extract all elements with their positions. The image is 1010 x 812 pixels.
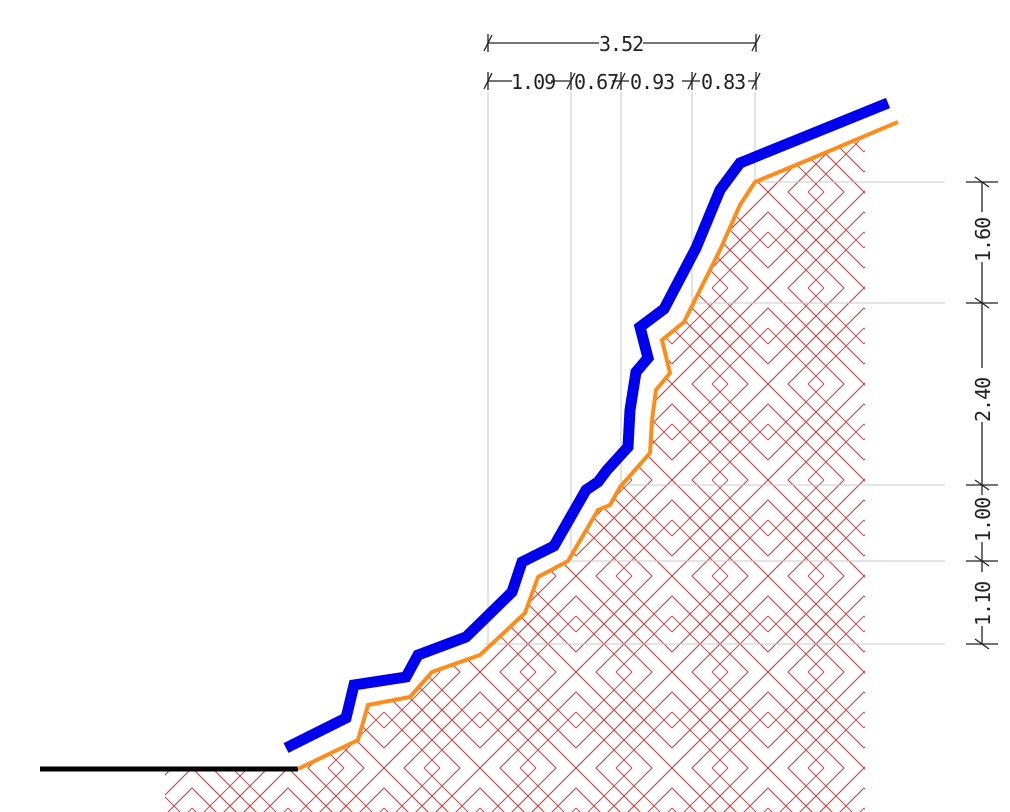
secondary-profile-line <box>297 120 899 771</box>
dimension-vert-2-label: 2.40 <box>971 378 995 422</box>
dimension-vertical-chain <box>966 176 998 650</box>
dimension-seg-1-label: 1.09 <box>511 70 555 94</box>
dimension-horizontal-segments <box>483 72 761 90</box>
dimension-vert-1-label: 1.60 <box>971 218 995 262</box>
vertical-reference-lines <box>487 92 756 644</box>
dimension-seg-2-label: 0.67 <box>574 70 618 94</box>
soil-hatch-region <box>165 140 865 812</box>
horizontal-reference-lines <box>485 181 945 645</box>
dimension-horizontal-total <box>483 34 761 52</box>
dimension-total-label: 3.52 <box>599 32 643 56</box>
dimension-seg-3-label: 0.93 <box>630 70 674 94</box>
dimension-vert-4-label: 1.10 <box>971 582 995 626</box>
dimension-vert-3-label: 1.00 <box>971 498 995 542</box>
dimension-seg-4-label: 0.83 <box>701 70 745 94</box>
primary-profile-line <box>283 97 891 753</box>
